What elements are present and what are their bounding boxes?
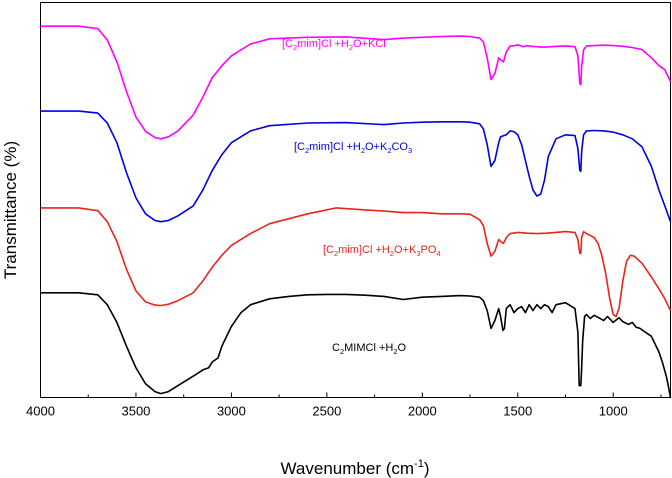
series-lines — [40, 25, 672, 398]
label-kcl: [C2mim]Cl +H2O+KCl — [282, 38, 386, 52]
plot-frame — [40, 2, 671, 398]
label-c2mimcl: C2MIMCl +H2O — [332, 342, 407, 356]
x-axis-title: Wavenumber (cm-1) — [281, 458, 430, 478]
label-k2co3: [C2mim]Cl +H2O+K2CO3 — [294, 141, 412, 155]
x-axis-title-main: Wavenumber (cm — [281, 459, 415, 478]
x-axis-title-close: ) — [424, 459, 430, 478]
x-tick-label-3000: 3000 — [217, 404, 246, 419]
x-tick-label-4000: 4000 — [26, 404, 55, 419]
x-tick-label-1000: 1000 — [599, 404, 628, 419]
x-tick-label-2000: 2000 — [408, 404, 437, 419]
x-tick-label-1500: 1500 — [503, 404, 532, 419]
series-line-0 — [40, 25, 672, 140]
y-axis-title: Transmittance (%) — [1, 141, 20, 279]
series-line-2 — [40, 207, 672, 318]
series-line-1 — [40, 110, 672, 223]
label-k3po4: [C2mim]Cl +H2O+K3PO4 — [323, 244, 441, 258]
x-axis-tick-labels: 4000 3500 3000 2500 2000 1500 1000 — [26, 404, 628, 419]
x-axis-title-superscript: -1 — [414, 458, 424, 470]
x-tick-label-2500: 2500 — [312, 404, 341, 419]
x-axis-ticks — [40, 392, 662, 398]
x-tick-label-3500: 3500 — [121, 404, 150, 419]
series-line-3 — [40, 291, 672, 398]
